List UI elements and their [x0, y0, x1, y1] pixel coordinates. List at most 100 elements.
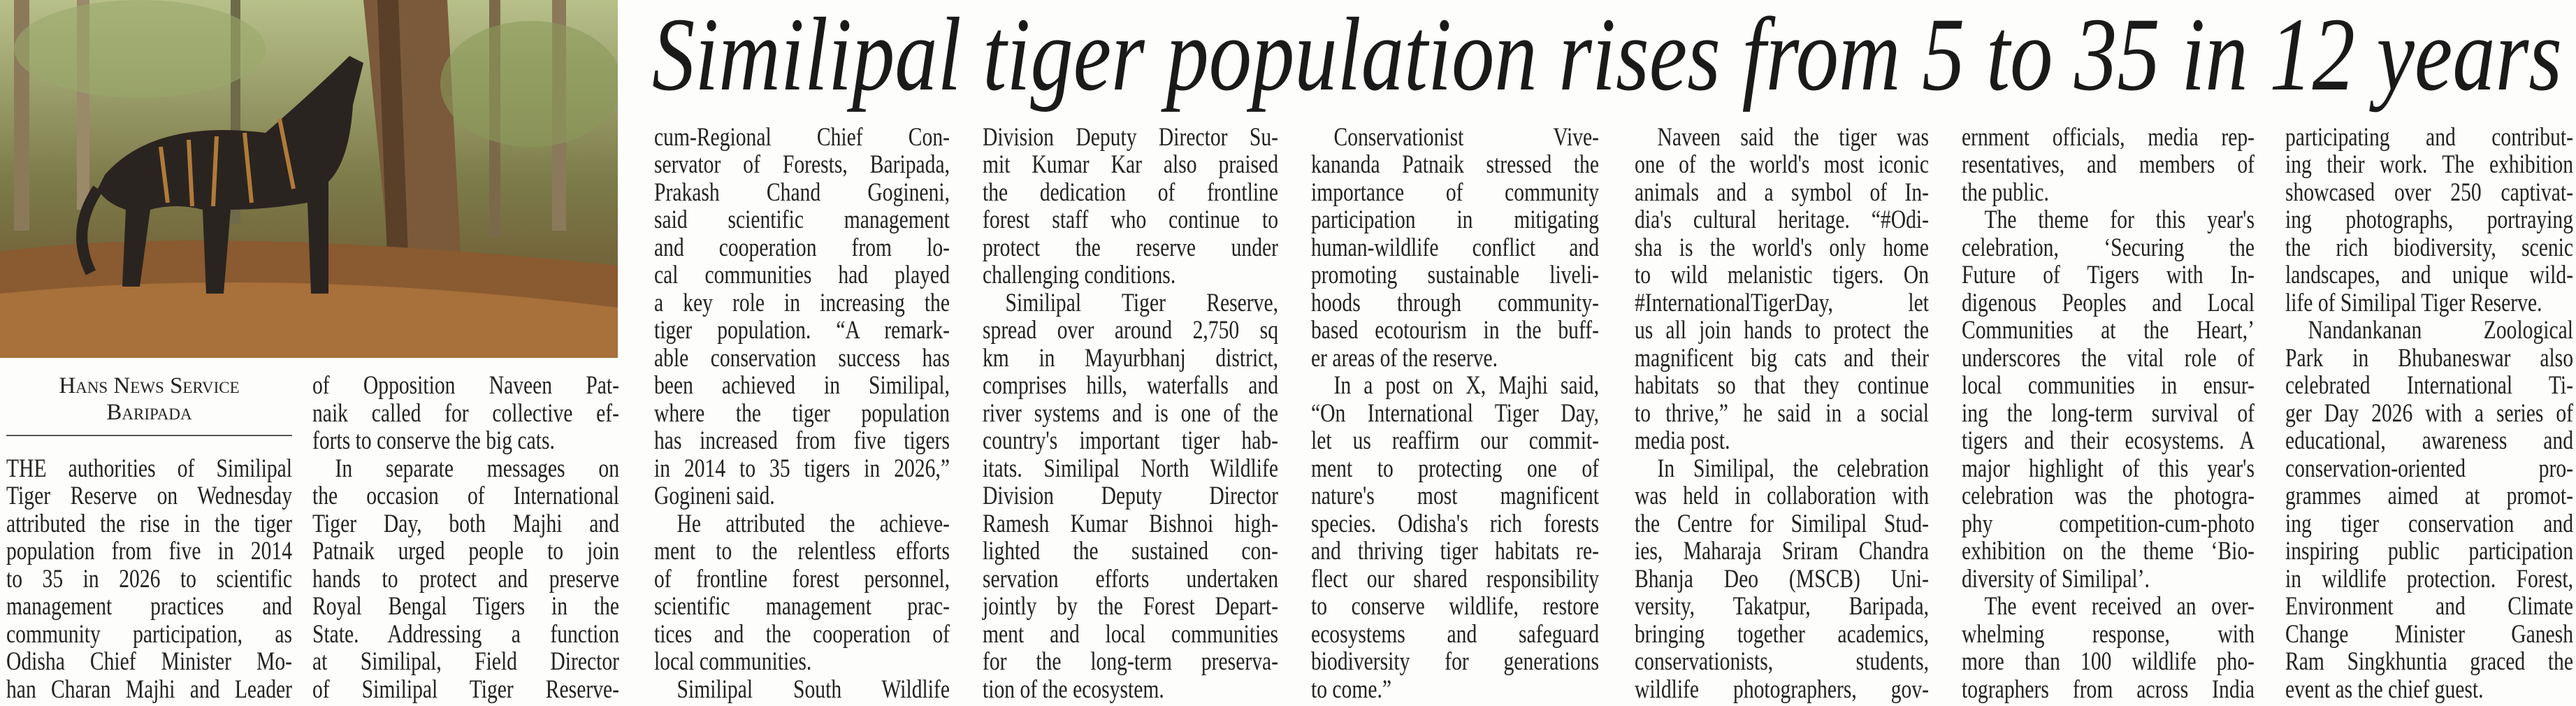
text-line: spread over around 2,750 sq — [983, 316, 1278, 345]
text-line: cal communities had played — [654, 261, 950, 289]
text-line: Naveen said the tiger was — [1657, 122, 1929, 152]
text-line: ment to protecting one of — [1311, 454, 1599, 483]
text-line: Nandankanan Zoological — [2308, 316, 2573, 345]
column-text: ernment officials, media rep-resentative… — [1962, 122, 2255, 704]
text-line: the public. — [1962, 178, 2049, 207]
text-line: management practices and — [6, 592, 292, 621]
text-line: Ram Singkhuntia graced the — [2285, 647, 2573, 676]
text-line: let us reaffirm our commit- — [1311, 426, 1599, 455]
byline-rule — [6, 435, 292, 436]
text-line: river systems and is one of the — [983, 398, 1278, 428]
text-line: tices and the cooperation of — [654, 619, 950, 649]
text-line: ing photographs, portraying — [2285, 206, 2573, 234]
text-line: inspiring public participation — [2285, 537, 2573, 565]
text-line: mit Kumar Kar also praised — [983, 150, 1278, 179]
text-line: more than 100 wildlife pho- — [1962, 647, 2255, 676]
text-line: ies, Maharaja Sriram Chandra — [1635, 537, 1929, 565]
text-line: ernment officials, media rep- — [1962, 122, 2255, 152]
text-line: human-wildlife conflict and — [1311, 233, 1599, 262]
text-line: community participation, as — [6, 619, 292, 649]
text-line: the occasion of International — [312, 482, 619, 510]
text-line: phy competition-cum-photo — [1962, 509, 2255, 538]
text-line: Prakash Chand Gogineni, — [654, 178, 950, 207]
column: ernment officials, media rep-resentative… — [1962, 122, 2255, 704]
text-line: the Centre for Similipal Stud- — [1635, 509, 1929, 538]
column-text: Naveen said the tiger was one of the worl… — [1635, 122, 1929, 704]
text-line: conservationists, students, — [1635, 647, 1929, 676]
text-line: ing tiger conservation and — [2285, 509, 2573, 538]
text-line: bringing together academics, — [1635, 619, 1929, 649]
text-line: Future of Tigers with In- — [1962, 261, 2255, 289]
column: Naveen said the tiger was one of the worl… — [1635, 122, 1929, 704]
text-line: biodiversity for generations — [1311, 647, 1599, 676]
column: Conservationist Vive-kananda Patnaik str… — [1311, 122, 1599, 704]
column-text: of Opposition Naveen Pat-naik called for… — [312, 372, 619, 703]
text-line: THE authorities of Similipal — [6, 454, 292, 483]
text-line: country's important tiger hab- — [983, 426, 1278, 455]
text-line: and cooperation from lo- — [654, 233, 950, 262]
text-line: Tiger Reserve on Wednesday — [6, 482, 292, 510]
text-line: Division Deputy Director — [983, 482, 1278, 510]
text-line: Conservationist Vive- — [1333, 122, 1599, 152]
text-line: tigers and their ecosystems. A — [1962, 426, 2255, 455]
text-line: promoting sustainable liveli- — [1311, 261, 1599, 289]
text-line: population from five in 2014 — [6, 537, 292, 565]
text-line: servation efforts undertaken — [983, 564, 1278, 593]
text-line: conservation-oriented pro- — [2285, 454, 2573, 483]
column-text: participating and contribut-ing their wo… — [2285, 122, 2573, 704]
text-line: and thriving tiger habitats re- — [1311, 537, 1599, 565]
text-line: importance of community — [1311, 178, 1599, 207]
text-line: ing their work. The exhibition — [2285, 150, 2573, 179]
text-line: of Similipal Tiger Reserve- — [312, 675, 619, 704]
text-line: where the tiger population — [654, 398, 950, 428]
text-line: to conserve wildlife, restore — [1311, 592, 1599, 621]
text-line: lighted the sustained con- — [983, 537, 1278, 565]
text-line: whelming response, with — [1962, 619, 2255, 649]
column: Division Deputy Director Su-mit Kumar Ka… — [983, 123, 1278, 704]
text-line: tographers from across India — [1962, 675, 2255, 704]
text-line: celebration, ‘Securing the — [1962, 233, 2255, 262]
text-line: Similipal South Wildlife — [676, 675, 950, 704]
text-line: was held in collaboration with — [1635, 482, 1929, 510]
text-line: Environment and Climate — [2285, 592, 2573, 621]
text-line: jointly by the Forest Depart- — [983, 592, 1278, 621]
text-line: Ramesh Kumar Bishnoi high- — [983, 509, 1278, 538]
text-line: In separate messages on — [335, 454, 619, 483]
text-line: at Similipal, Field Director — [312, 647, 619, 676]
text-line: participation in mitigating — [1311, 206, 1599, 234]
tiger-photo — [0, 0, 618, 358]
text-line: Similipal Tiger Reserve, — [1005, 288, 1278, 317]
text-line: Patnaik urged people to join — [312, 537, 619, 565]
text-line: of frontline forest personnel, — [654, 564, 950, 593]
text-line: local communities. — [654, 647, 812, 676]
text-line: habitats so that they continue — [1635, 371, 1929, 400]
text-line: In a post on X, Majhi said, — [1333, 371, 1599, 400]
text-line: Bhanja Deo (MSCB) Uni- — [1635, 564, 1929, 593]
text-line: scientific management prac- — [654, 592, 950, 621]
text-line: participating and contribut- — [2285, 122, 2573, 152]
text-line: Park in Bhubaneswar also — [2285, 343, 2573, 373]
text-line: been achieved in Similipal, — [654, 371, 950, 400]
text-line: event as the chief guest. — [2285, 675, 2484, 704]
text-line: digenous Peoples and Local — [1962, 288, 2255, 317]
text-line: Odisha Chief Minister Mo- — [6, 647, 292, 676]
text-line: media post. — [1635, 426, 1730, 455]
text-line: animals and a symbol of In- — [1635, 178, 1929, 207]
text-line: cum-Regional Chief Con- — [654, 122, 950, 152]
text-line: forts to conserve the big cats. — [312, 426, 555, 455]
text-line: comprises hills, waterfalls and — [983, 371, 1278, 400]
text-line: the dedication of frontline — [983, 178, 1278, 207]
text-line: The event received an over- — [1984, 592, 2255, 621]
text-line: Tiger Day, both Majhi and — [312, 509, 619, 538]
headline-area: Similipal tiger population rises from 5 … — [652, 0, 2562, 113]
text-line: forest staff who continue to — [983, 206, 1278, 234]
text-line: Communities at the Heart,’ — [1962, 316, 2255, 345]
text-line: a key role in increasing the — [654, 288, 950, 317]
column-text: Division Deputy Director Su-mit Kumar Ka… — [983, 123, 1278, 704]
text-line: diversity of Similipal’. — [1962, 564, 2150, 593]
text-line: In Similipal, the celebration — [1657, 454, 1929, 483]
text-line: celebration was the photogra- — [1962, 482, 2255, 510]
text-line: challenging conditions. — [983, 261, 1176, 289]
column-text: cum-Regional Chief Con-servator of Fores… — [654, 122, 950, 704]
